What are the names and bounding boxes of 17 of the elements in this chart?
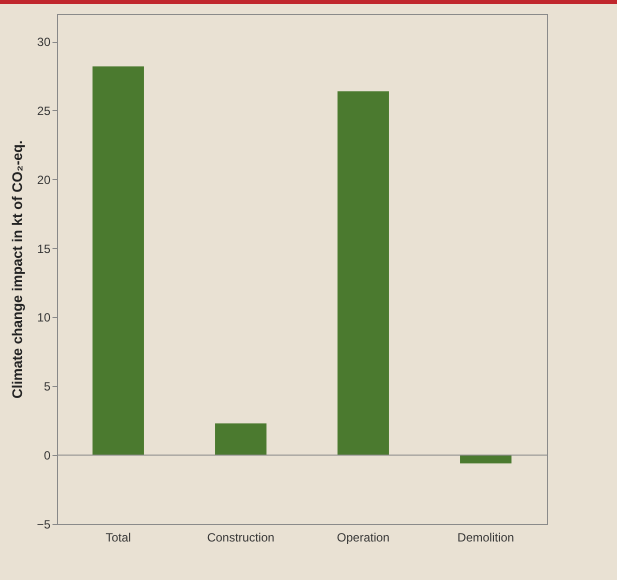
x-tick-label: Total [106, 530, 131, 544]
y-tick-label: 0 [44, 448, 51, 463]
bar [92, 66, 144, 456]
y-axis-title: Climate change impact in kt of CO₂-eq. [8, 140, 25, 399]
y-tick-label: 25 [37, 104, 51, 118]
y-tick-label: −5 [36, 518, 51, 532]
bar [215, 423, 266, 456]
y-tick-label: 30 [37, 35, 51, 50]
y-tick-label: 10 [37, 310, 51, 325]
x-tick-label: Demolition [457, 530, 514, 544]
bar [338, 91, 389, 456]
y-tick-label: 20 [37, 172, 51, 187]
bar [460, 455, 512, 464]
x-tick-label: Operation [336, 530, 390, 544]
y-tick-label: 5 [44, 380, 51, 394]
y-tick-label: 15 [37, 242, 51, 256]
x-tick-label: Construction [207, 530, 274, 544]
